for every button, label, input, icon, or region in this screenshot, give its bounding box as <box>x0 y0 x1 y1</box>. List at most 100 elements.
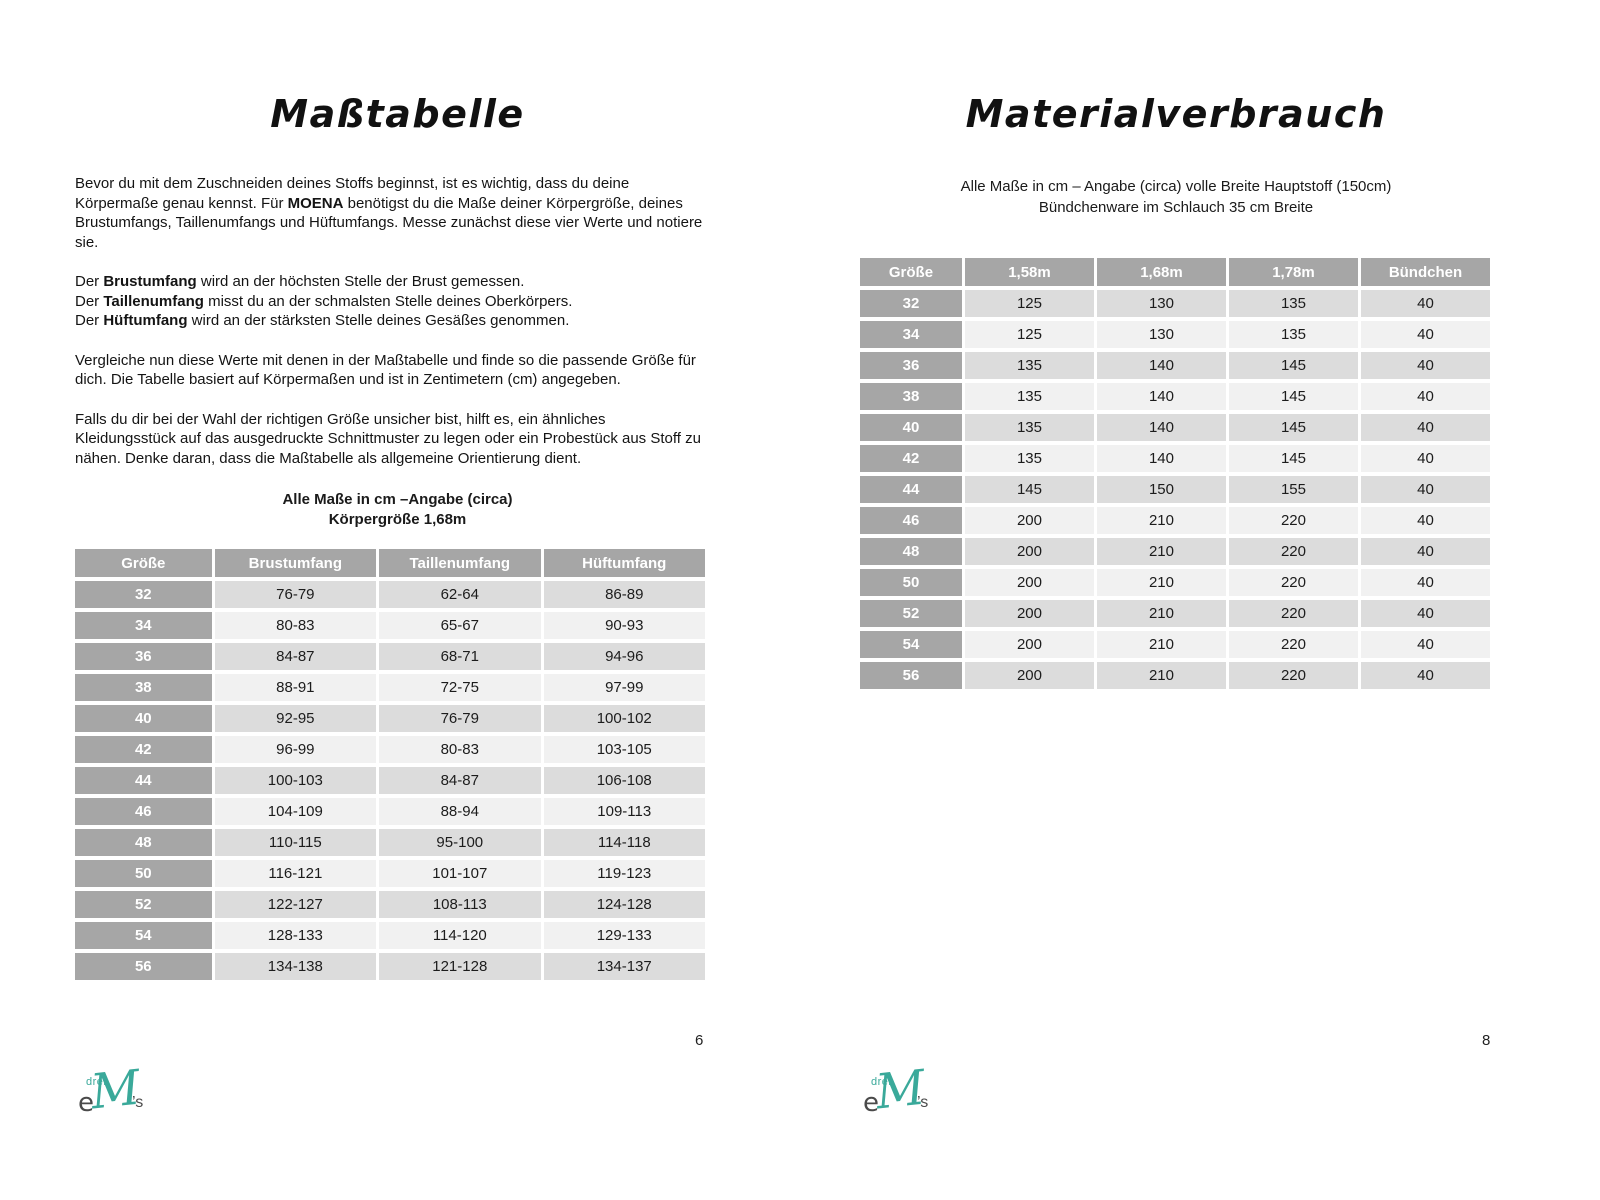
value-cell: 210 <box>1096 600 1226 627</box>
table-row: 32 125 130 135 40 <box>860 290 1490 317</box>
size-cell: 50 <box>75 860 212 887</box>
value-cell: 210 <box>1096 569 1226 596</box>
value-cell: 200 <box>964 538 1094 565</box>
size-cell: 56 <box>860 662 962 689</box>
brand-logo: drei e M ’s <box>862 1060 942 1138</box>
value-cell: 76-79 <box>214 581 377 608</box>
value-cell: 200 <box>964 569 1094 596</box>
size-cell: 36 <box>75 643 212 670</box>
table-row: 34 125 130 135 40 <box>860 321 1490 348</box>
value-cell: 124-128 <box>543 891 705 918</box>
value-cell: 104-109 <box>214 798 377 825</box>
measure-pre: Der <box>75 312 104 329</box>
measure-pre: Der <box>75 273 104 290</box>
value-cell: 40 <box>1360 507 1490 534</box>
brand-logo: drei e M ’s <box>77 1060 157 1138</box>
table-row: 54 200 210 220 40 <box>860 631 1490 658</box>
value-cell: 125 <box>964 321 1094 348</box>
table-row: 32 76-79 62-64 86-89 <box>75 581 705 608</box>
value-cell: 62-64 <box>379 581 541 608</box>
value-cell: 109-113 <box>543 798 705 825</box>
subtitle-line-1: Alle Maße in cm – Angabe (circa) volle B… <box>960 178 1392 195</box>
size-cell: 50 <box>860 569 962 596</box>
size-cell: 54 <box>860 631 962 658</box>
value-cell: 145 <box>1228 383 1358 410</box>
material-subtitle: Alle Maße in cm – Angabe (circa) volle B… <box>860 176 1492 218</box>
table-row: 50 116-121 101-107 119-123 <box>75 860 705 887</box>
value-cell: 150 <box>1096 476 1226 503</box>
value-cell: 135 <box>1228 290 1358 317</box>
column-header: 1,68m <box>1096 258 1226 286</box>
value-cell: 128-133 <box>214 922 377 949</box>
value-cell: 88-91 <box>214 674 377 701</box>
value-cell: 100-103 <box>214 767 377 794</box>
page-number: 6 <box>695 1032 704 1049</box>
value-cell: 40 <box>1360 476 1490 503</box>
value-cell: 76-79 <box>379 705 541 732</box>
table-row: 56 200 210 220 40 <box>860 662 1490 689</box>
table-row: 40 92-95 76-79 100-102 <box>75 705 705 732</box>
table-row: 40 135 140 145 40 <box>860 414 1490 441</box>
logo-text-drei: drei <box>86 1076 107 1088</box>
table-row: 34 80-83 65-67 90-93 <box>75 612 705 639</box>
measure-term: Brustumfang <box>103 273 197 290</box>
size-cell: 56 <box>75 953 212 980</box>
value-cell: 95-100 <box>379 829 541 856</box>
column-header: Hüftumfang <box>543 549 705 577</box>
page-title: Materialverbrauch <box>965 92 1387 136</box>
column-header: Taillenumfang <box>379 549 541 577</box>
value-cell: 116-121 <box>214 860 377 887</box>
value-cell: 40 <box>1360 290 1490 317</box>
size-cell: 44 <box>860 476 962 503</box>
table-row: 54 128-133 114-120 129-133 <box>75 922 705 949</box>
table-row: 44 100-103 84-87 106-108 <box>75 767 705 794</box>
value-cell: 106-108 <box>543 767 705 794</box>
table-row: 42 96-99 80-83 103-105 <box>75 736 705 763</box>
value-cell: 80-83 <box>379 736 541 763</box>
table-row: 52 122-127 108-113 124-128 <box>75 891 705 918</box>
table-row: 52 200 210 220 40 <box>860 600 1490 627</box>
pattern-name-bold: MOENA <box>287 194 344 212</box>
column-header: Bündchen <box>1360 258 1490 286</box>
value-cell: 140 <box>1096 383 1226 410</box>
value-cell: 210 <box>1096 538 1226 565</box>
size-cell: 48 <box>860 538 962 565</box>
value-cell: 40 <box>1360 631 1490 658</box>
size-cell: 52 <box>860 600 962 627</box>
table-row: 46 200 210 220 40 <box>860 507 1490 534</box>
measure-line-hip: Der Hüftumfang wird an der stärksten Ste… <box>75 311 720 331</box>
value-cell: 140 <box>1096 445 1226 472</box>
value-cell: 119-123 <box>543 860 705 887</box>
value-cell: 145 <box>1228 414 1358 441</box>
value-cell: 129-133 <box>543 922 705 949</box>
value-cell: 210 <box>1096 507 1226 534</box>
value-cell: 220 <box>1228 600 1358 627</box>
column-header: Größe <box>75 549 212 577</box>
material-table: Größe 1,58m 1,68m 1,78m Bündchen 32 125 130 135 4… <box>857 254 1493 693</box>
subtitle-line-2: Bündchenware im Schlauch 35 cm Breite <box>1038 199 1314 216</box>
value-cell: 200 <box>964 631 1094 658</box>
value-cell: 130 <box>1096 290 1226 317</box>
value-cell: 140 <box>1096 352 1226 379</box>
value-cell: 210 <box>1096 631 1226 658</box>
size-cell: 32 <box>860 290 962 317</box>
value-cell: 68-71 <box>379 643 541 670</box>
value-cell: 40 <box>1360 445 1490 472</box>
value-cell: 135 <box>1228 321 1358 348</box>
logo-text-e: e <box>863 1088 879 1118</box>
value-cell: 134-138 <box>214 953 377 980</box>
table-row: 48 200 210 220 40 <box>860 538 1490 565</box>
value-cell: 40 <box>1360 569 1490 596</box>
caption-line-1: Alle Maße in cm –Angabe (circa) <box>282 491 513 508</box>
value-cell: 88-94 <box>379 798 541 825</box>
size-cell: 52 <box>75 891 212 918</box>
value-cell: 134-137 <box>543 953 705 980</box>
value-cell: 40 <box>1360 321 1490 348</box>
size-cell: 32 <box>75 581 212 608</box>
size-cell: 34 <box>860 321 962 348</box>
table-row: 56 134-138 121-128 134-137 <box>75 953 705 980</box>
value-cell: 40 <box>1360 662 1490 689</box>
measurement-definitions: Der Brustumfang wird an der höchsten Ste… <box>75 272 720 331</box>
table-row: 48 110-115 95-100 114-118 <box>75 829 705 856</box>
value-cell: 40 <box>1360 414 1490 441</box>
